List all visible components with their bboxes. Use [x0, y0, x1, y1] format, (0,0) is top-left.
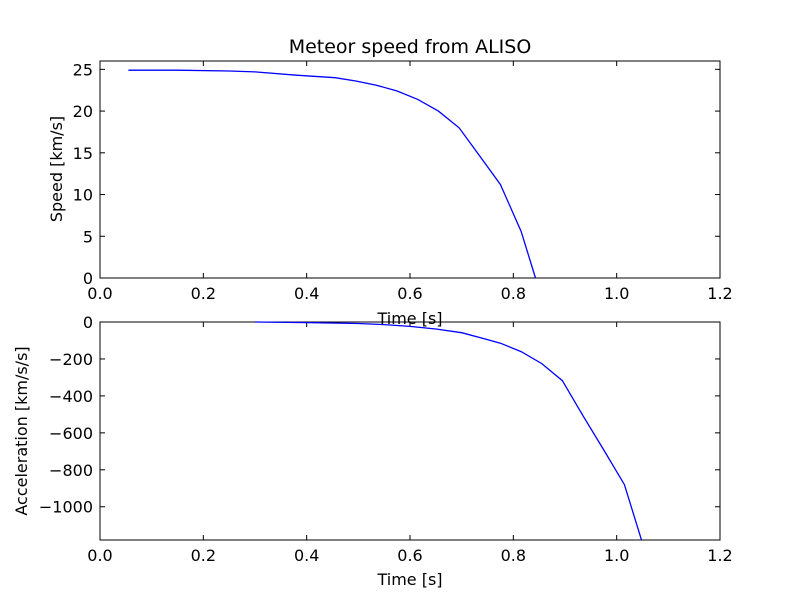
speed-chart-title: Meteor speed from ALISO — [289, 36, 532, 58]
acceleration-series-line — [254, 321, 643, 541]
speed-y-tick-label: 15 — [73, 144, 93, 163]
speed-y-tick-label: 5 — [83, 227, 93, 246]
acceleration-axes: Time [s] Acceleration [km/s/s] 0.0 0.2 0.4… — [12, 313, 733, 589]
speed-y-tick-label: 0 — [83, 269, 93, 288]
speed-x-tick-label: 1.0 — [604, 284, 629, 303]
speed-x-tick-label: 0.6 — [397, 284, 422, 303]
acceleration-x-tick-label: 0.4 — [294, 546, 319, 565]
acceleration-x-tick-label: 0.8 — [501, 546, 526, 565]
acceleration-y-tick-label: −600 — [49, 424, 93, 443]
speed-y-tick-label: 10 — [73, 186, 93, 205]
acceleration-x-tick-label: 0.6 — [397, 546, 422, 565]
acceleration-y-tick-label: −200 — [49, 350, 93, 369]
speed-x-tick-label: 0.8 — [501, 284, 526, 303]
acceleration-y-tick-label: −400 — [49, 387, 93, 406]
speed-y-axis-label: Speed [km/s] — [47, 116, 66, 222]
speed-x-tick-label: 0.0 — [87, 284, 112, 303]
speed-x-tick-label: 0.4 — [294, 284, 319, 303]
acceleration-x-axis-label: Time [s] — [376, 570, 442, 589]
acceleration-x-tick-label: 0.0 — [87, 546, 112, 565]
speed-series-line — [128, 69, 537, 279]
acceleration-y-tick-label: 0 — [83, 313, 93, 332]
acceleration-y-axis-label: Acceleration [km/s/s] — [12, 346, 31, 515]
acceleration-y-tick-label: −1000 — [39, 498, 93, 517]
speed-x-tick-label: 0.2 — [191, 284, 216, 303]
acceleration-plot-frame — [99, 321, 721, 541]
acceleration-y-tick-label: −800 — [49, 461, 93, 480]
acceleration-x-tick-label: 0.2 — [191, 546, 216, 565]
speed-axes: Meteor speed from ALISO Time [s] Speed [… — [47, 36, 733, 328]
speed-x-tick-label: 1.2 — [707, 284, 732, 303]
acceleration-x-tick-label: 1.0 — [604, 546, 629, 565]
speed-y-tick-label: 25 — [73, 60, 93, 79]
speed-plot-frame — [99, 60, 721, 279]
speed-x-axis-label: Time [s] — [376, 309, 442, 328]
speed-y-tick-label: 20 — [73, 102, 93, 121]
acceleration-x-tick-label: 1.2 — [707, 546, 732, 565]
